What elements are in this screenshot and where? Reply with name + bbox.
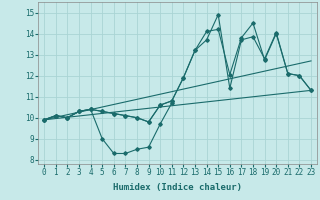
X-axis label: Humidex (Indice chaleur): Humidex (Indice chaleur) <box>113 183 242 192</box>
